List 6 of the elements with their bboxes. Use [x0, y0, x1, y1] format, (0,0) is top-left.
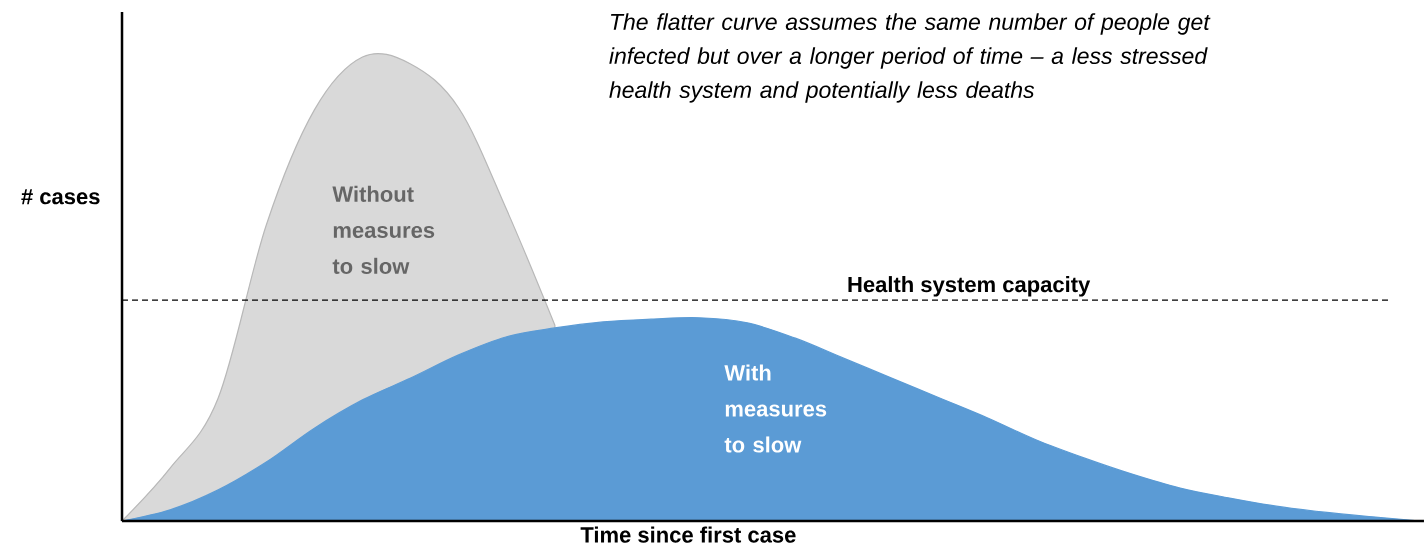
x-axis-title: Time since first case	[580, 526, 796, 543]
series-label: With measures to slow	[724, 364, 827, 453]
ref-line-label: Health system capacity	[848, 276, 1091, 297]
annotation: The flatter curve assumes the same number of people get infected but over a longer period of time – a less stressed health system and potentially less deaths	[609, 13, 1211, 103]
series-label: Without measures to slow	[332, 185, 435, 274]
y-axis-title: # cases	[21, 189, 100, 205]
